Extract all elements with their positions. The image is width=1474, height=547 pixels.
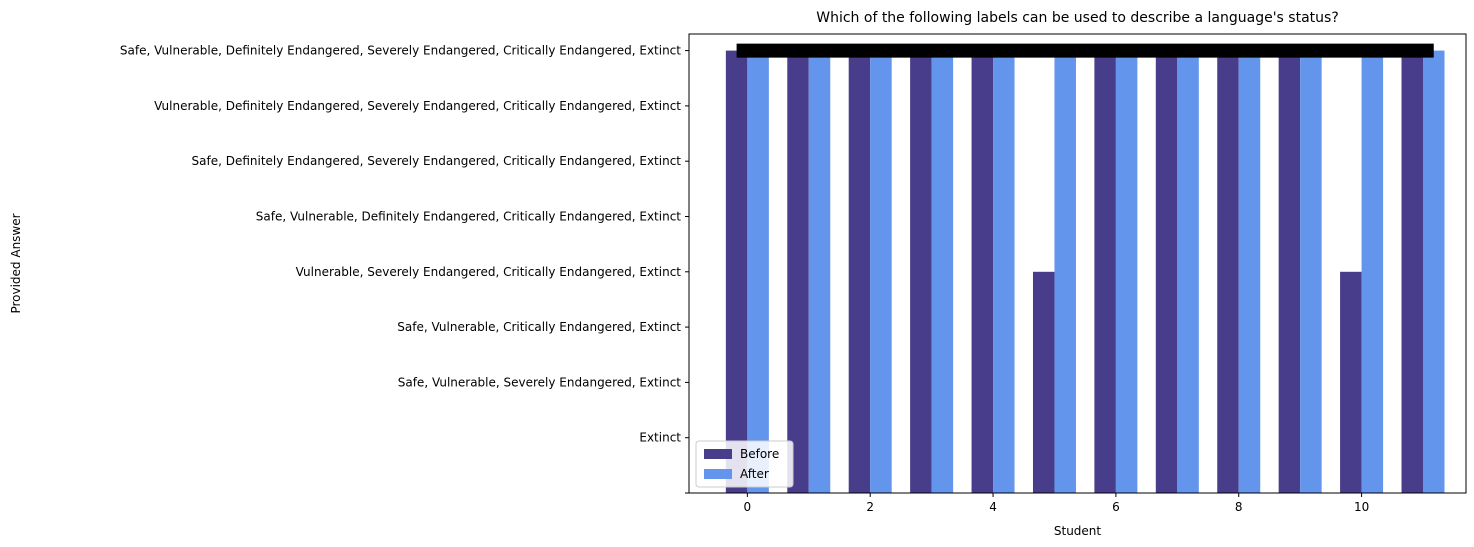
- y-tick-label: Vulnerable, Definitely Endangered, Sever…: [154, 99, 681, 113]
- bar-before-student-2: [848, 50, 871, 494]
- y-tick-label: Safe, Vulnerable, Critically Endangered,…: [397, 320, 681, 334]
- x-tick-label: 8: [1235, 500, 1243, 514]
- plot-frame: [688, 33, 1467, 494]
- bar-after-student-3: [931, 50, 954, 494]
- x-tick-label: 0: [744, 500, 752, 514]
- legend-label-before: Before: [740, 447, 779, 461]
- legend-swatch-after: [704, 469, 732, 479]
- bar-before-student-8: [1217, 50, 1239, 494]
- bar-after-student-10: [1361, 50, 1384, 494]
- bar-before-student-6: [1094, 50, 1116, 494]
- x-tick-label: 2: [866, 500, 874, 514]
- legend: Before After: [695, 440, 794, 488]
- legend-swatch-before: [704, 449, 732, 459]
- bar-after-student-5: [1054, 50, 1076, 494]
- axes-layer: [688, 33, 1467, 494]
- chart-title: Which of the following labels can be use…: [816, 10, 1339, 26]
- bar-before-student-3: [910, 50, 932, 494]
- bar-before-student-1: [787, 50, 809, 494]
- y-tick-label: Safe, Vulnerable, Definitely Endangered,…: [256, 209, 682, 223]
- y-ticks: Extinct Safe, Vulnerable, Severely Endang…: [120, 44, 689, 494]
- bar-before-student-9: [1278, 50, 1301, 494]
- y-tick-label: Vulnerable, Severely Endangered, Critica…: [296, 265, 682, 279]
- bar-after-student-1: [808, 50, 831, 494]
- bar-before-student-10: [1340, 271, 1362, 493]
- x-axis-label: Student: [1054, 524, 1102, 538]
- bar-after-student-0: [747, 50, 769, 494]
- bar-after-student-11: [1423, 50, 1445, 494]
- x-tick-label: 6: [1112, 500, 1120, 514]
- bar-before-student-11: [1401, 50, 1424, 494]
- bar-before-student-4: [971, 50, 994, 494]
- bar-after-student-4: [993, 50, 1015, 494]
- x-tick-label: 10: [1354, 500, 1369, 514]
- y-tick-label: Safe, Definitely Endangered, Severely En…: [192, 154, 682, 168]
- bar-after-student-6: [1115, 50, 1138, 494]
- bar-before-student-7: [1155, 50, 1178, 494]
- bars-layer: [725, 50, 1445, 494]
- x-tick-label: 4: [989, 500, 997, 514]
- bar-after-student-2: [870, 50, 892, 494]
- x-ticks: 0 2 4 6 8 10: [744, 493, 1369, 514]
- bar-after-student-7: [1177, 50, 1199, 494]
- y-tick-label: Extinct: [639, 431, 681, 445]
- y-tick-label: Safe, Vulnerable, Severely Endangered, E…: [398, 375, 682, 389]
- y-axis-label: Provided Answer: [9, 213, 23, 313]
- bar-after-student-9: [1300, 50, 1322, 494]
- legend-label-after: After: [740, 467, 769, 481]
- bar-after-student-8: [1238, 50, 1261, 494]
- y-tick-label: Safe, Vulnerable, Definitely Endangered,…: [120, 44, 681, 58]
- bar-before-student-0: [725, 50, 748, 494]
- bar-before-student-5: [1032, 271, 1055, 493]
